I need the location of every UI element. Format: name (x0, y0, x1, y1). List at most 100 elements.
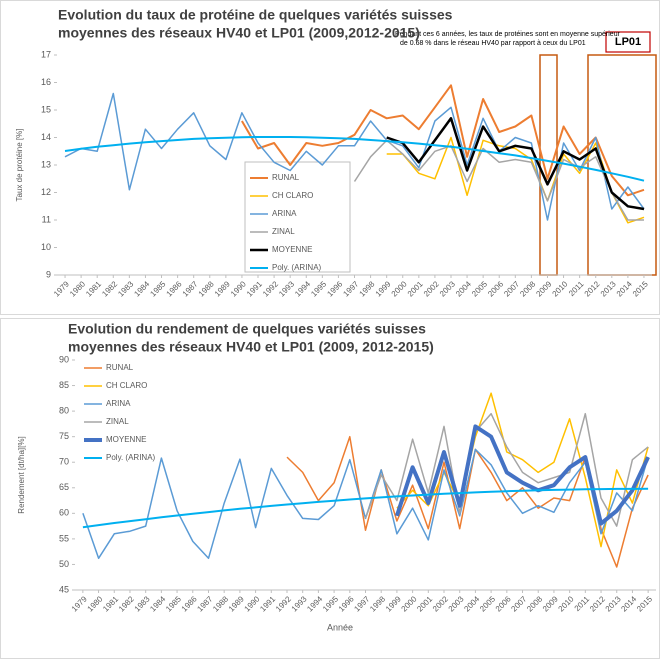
series-line (241, 84, 645, 197)
x-tick-label: 1992 (261, 279, 280, 298)
legend-label: ZINAL (272, 227, 295, 236)
x-tick-label: 1984 (132, 279, 151, 298)
x-tick-label: 1980 (68, 279, 87, 298)
y-tick-label: 15 (41, 104, 51, 114)
annotation: de 0.68 % dans le réseau HV40 par rappor… (400, 40, 586, 47)
legend-label: RUNAL (106, 363, 134, 372)
chart-title: Evolution du rendement de quelques varié… (68, 321, 426, 337)
x-tick-label: 1987 (195, 594, 214, 613)
x-tick-label: 2007 (502, 279, 521, 298)
legend-label: ZINAL (106, 417, 129, 426)
x-tick-label: 2000 (400, 594, 419, 613)
x-tick-label: 2012 (583, 279, 602, 298)
y-tick-label: 55 (59, 533, 69, 543)
legend-label: ARINA (106, 399, 131, 408)
label-box (605, 31, 651, 53)
y-tick-label: 16 (41, 77, 51, 87)
x-tick-label: 2001 (406, 279, 425, 298)
x-tick-label: 2003 (447, 594, 466, 613)
y-tick-label: 65 (59, 482, 69, 492)
x-tick-label: 1997 (352, 594, 371, 613)
series-line (353, 139, 644, 221)
x-tick-label: 1987 (181, 279, 200, 298)
legend-label: RUNAL (272, 173, 300, 182)
y-tick-label: 50 (59, 559, 69, 569)
x-tick-label: 1998 (368, 594, 387, 613)
x-tick-label: 1995 (321, 594, 340, 613)
x-tick-label: 1985 (148, 279, 167, 298)
legend-label: Poly. (ARINA) (272, 263, 322, 272)
legend-label: MOYENNE (106, 435, 146, 444)
y-tick-label: 85 (59, 380, 69, 390)
x-tick-label: 1999 (384, 594, 403, 613)
y-tick-label: 70 (59, 457, 69, 467)
series-line (396, 392, 649, 548)
y-tick-label: 60 (59, 508, 69, 518)
y-tick-label: 90 (59, 354, 69, 364)
x-tick-label: 1989 (227, 594, 246, 613)
x-tick-label: 1991 (245, 279, 264, 298)
x-tick-label: 2004 (462, 594, 481, 613)
x-tick-label: 1981 (84, 279, 103, 298)
x-tick-label: 1991 (258, 594, 277, 613)
x-tick-label: 1993 (290, 594, 309, 613)
x-tick-label: 1979 (52, 279, 71, 298)
x-tick-label: 1990 (229, 279, 248, 298)
x-tick-label: 2000 (390, 279, 409, 298)
x-tick-label: 2010 (551, 279, 570, 298)
x-tick-label: 1979 (70, 594, 89, 613)
chart-title: moyennes des réseaux HV40 et LP01 (2009,… (58, 25, 420, 41)
x-tick-label: 1989 (213, 279, 232, 298)
annotation: Pendant ces 6 années, les taux de protéi… (395, 31, 621, 38)
x-tick-label: 1981 (101, 594, 120, 613)
x-tick-label: 2012 (588, 594, 607, 613)
x-tick-label: 2002 (431, 594, 450, 613)
x-tick-label: 2011 (567, 279, 586, 298)
y-axis-label: Rendement [dt/ha][%] (17, 436, 26, 513)
x-tick-label: 2001 (415, 594, 434, 613)
x-tick-label: 2005 (470, 279, 489, 298)
x-tick-label: 1997 (341, 279, 360, 298)
y-tick-label: 11 (42, 214, 51, 224)
x-tick-label: 1993 (277, 279, 296, 298)
x-tick-label: 2013 (604, 594, 623, 613)
y-tick-label: 13 (41, 159, 51, 169)
x-tick-label: 2014 (619, 594, 638, 613)
x-tick-label: 2006 (494, 594, 513, 613)
series-line (394, 424, 650, 526)
x-tick-label: 1985 (164, 594, 183, 613)
legend-label: ARINA (272, 209, 297, 218)
x-tick-label: 2004 (454, 279, 473, 298)
x-tick-label: 2008 (518, 279, 537, 298)
x-tick-label: 1984 (148, 594, 167, 613)
y-tick-label: 10 (41, 242, 51, 252)
x-tick-label: 2010 (557, 594, 576, 613)
x-tick-label: 1992 (274, 594, 293, 613)
x-tick-label: 2008 (525, 594, 544, 613)
x-tick-label: 2009 (534, 279, 553, 298)
x-tick-label: 1996 (337, 594, 356, 613)
x-tick-label: 1982 (100, 279, 119, 298)
x-tick-label: 2013 (599, 279, 618, 298)
x-tick-label: 1996 (325, 279, 344, 298)
highlight-box (539, 54, 558, 276)
x-tick-label: 1994 (293, 279, 312, 298)
x-tick-label: 2014 (615, 279, 634, 298)
chart-title: moyennes des réseaux HV40 et LP01 (2009,… (68, 339, 434, 355)
highlight-box (587, 54, 657, 276)
y-tick-label: 45 (59, 584, 69, 594)
y-tick-label: 9 (46, 269, 51, 279)
x-tick-label: 1994 (305, 594, 324, 613)
x-tick-label: 2006 (486, 279, 505, 298)
legend-label: CH CLARO (106, 381, 147, 390)
x-tick-label: 2015 (635, 594, 654, 613)
x-tick-label: 1999 (374, 279, 393, 298)
x-tick-label: 2005 (478, 594, 497, 613)
chart-title: Evolution du taux de protéine de quelque… (58, 7, 453, 23)
x-tick-label: 1980 (86, 594, 105, 613)
x-tick-label: 1983 (116, 279, 135, 298)
legend-label: Poly. (ARINA) (106, 453, 156, 462)
x-axis-label: Année (327, 622, 353, 632)
y-tick-label: 80 (59, 405, 69, 415)
x-tick-label: 1990 (243, 594, 262, 613)
